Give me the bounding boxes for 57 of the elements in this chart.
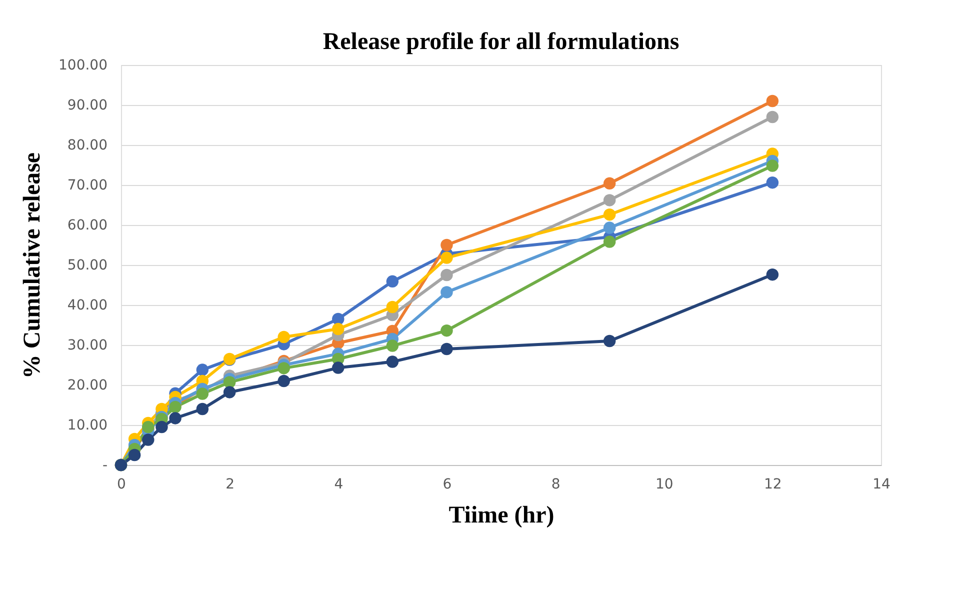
point [766, 268, 779, 281]
point [766, 176, 779, 189]
point [332, 322, 344, 336]
point [278, 330, 290, 344]
point [766, 94, 779, 108]
point [440, 252, 453, 264]
point [603, 177, 616, 190]
point [766, 160, 779, 172]
point [332, 362, 344, 374]
point [196, 402, 209, 416]
x-axis-title: Tiime (hr) [448, 502, 554, 528]
point [603, 334, 616, 348]
point [386, 300, 399, 314]
x-tick-label: 8 [551, 476, 560, 492]
y-tick-label: 70.00 [67, 178, 108, 194]
point [196, 364, 209, 376]
x-tick-label: 2 [226, 476, 235, 492]
point [603, 222, 616, 234]
x-tick-label: 12 [764, 476, 782, 492]
point [278, 362, 290, 374]
point [440, 342, 453, 356]
chart-title: Release profile for all formulations [322, 29, 680, 55]
point [196, 388, 209, 400]
point [603, 208, 616, 221]
point [386, 356, 399, 368]
x-tick-label: 14 [872, 476, 890, 492]
point [169, 412, 182, 424]
point [278, 374, 290, 388]
point [128, 448, 141, 462]
point [440, 286, 453, 298]
point [766, 110, 779, 124]
y-tick-label: 50.00 [67, 258, 108, 274]
x-tick-label: 0 [117, 476, 126, 492]
y-tick-label: 30.00 [67, 338, 108, 354]
point [603, 194, 616, 206]
y-tick-label: 60.00 [67, 218, 108, 234]
y-tick-label: 100.00 [58, 58, 108, 74]
point [603, 236, 616, 248]
y-tick-label: 10.00 [67, 418, 108, 434]
x-tick-label: 10 [655, 476, 674, 492]
x-tick-label: 6 [442, 476, 452, 492]
point [142, 434, 154, 446]
y-axis-title: % Cumulative release [20, 152, 46, 379]
y-tick-label: 80.00 [67, 138, 108, 154]
y-tick-label: 20.00 [67, 378, 108, 394]
point [440, 268, 453, 282]
y-tick-label: 40.00 [67, 298, 108, 314]
point [440, 238, 453, 252]
point [223, 386, 236, 398]
y-tick-label: 90.00 [67, 98, 108, 114]
point [332, 312, 344, 326]
y-tick-label: - [102, 458, 108, 474]
x-tick-label: 4 [334, 476, 344, 492]
point [156, 420, 168, 434]
point [386, 275, 399, 288]
point [386, 340, 399, 352]
point [440, 324, 453, 337]
